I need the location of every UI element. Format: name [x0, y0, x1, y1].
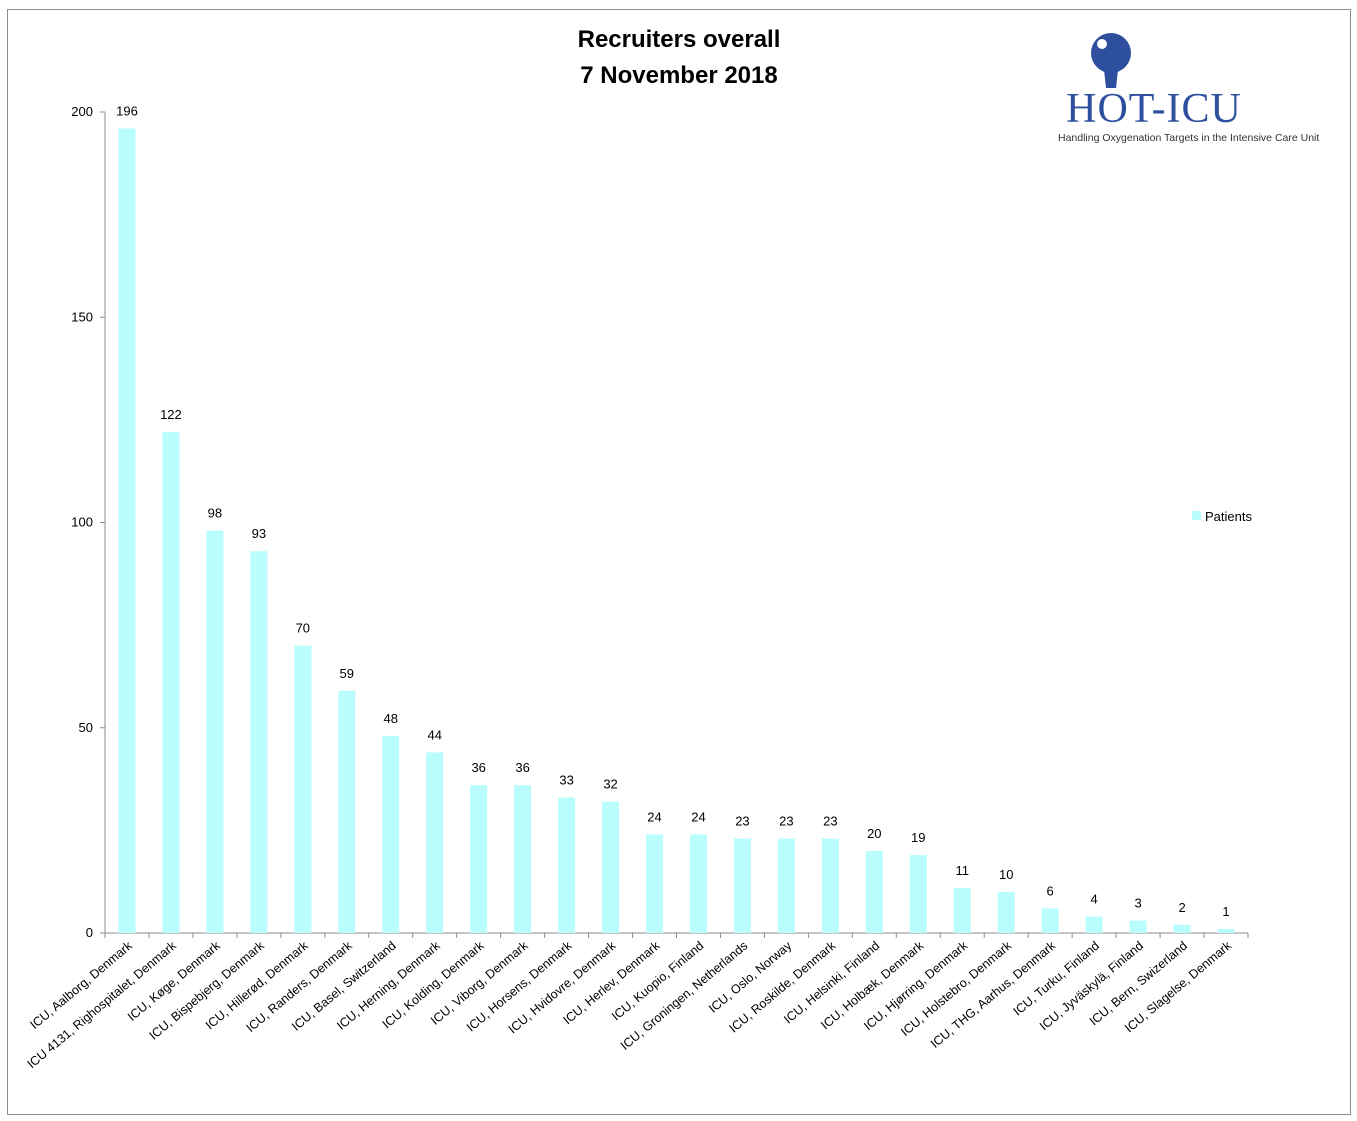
y-tick-label: 50: [79, 720, 93, 735]
data-label: 3: [1134, 896, 1141, 911]
bar: [909, 855, 927, 933]
data-label: 44: [427, 727, 441, 742]
x-ticks: [104, 933, 1249, 938]
data-label: 4: [1091, 892, 1098, 907]
y-tick-label: 150: [71, 309, 93, 324]
bar: [1129, 920, 1147, 933]
bar: [294, 645, 312, 933]
data-label: 23: [779, 814, 793, 829]
bar: [382, 735, 400, 933]
data-label: 2: [1178, 900, 1185, 915]
bar: [821, 838, 839, 933]
bar: [777, 838, 795, 933]
bar: [250, 551, 268, 933]
bar: [118, 128, 136, 934]
data-label: 32: [603, 777, 617, 792]
data-label: 59: [340, 666, 354, 681]
hot-icu-logo: HOT-ICU Handling Oxygenation Targets in …: [1058, 33, 1319, 144]
data-label: 6: [1047, 883, 1054, 898]
chart-title-line-1: Recruiters overall: [578, 26, 781, 53]
data-label: 1: [1222, 904, 1229, 919]
data-label: 24: [691, 809, 705, 824]
data-label: 10: [999, 867, 1013, 882]
data-label: 11: [956, 863, 970, 878]
bar: [426, 752, 444, 933]
data-label: 24: [647, 809, 661, 824]
data-label: 48: [384, 711, 398, 726]
bar: [733, 838, 751, 933]
legend-swatch: [1192, 511, 1201, 520]
data-label: 23: [735, 814, 749, 829]
bar: [865, 850, 883, 933]
bar: [1217, 928, 1235, 933]
data-label: 122: [160, 407, 182, 422]
data-label: 93: [252, 526, 266, 541]
y-tick-label: 0: [86, 925, 93, 940]
chart-title-line-2: 7 November 2018: [580, 62, 777, 89]
bar: [1085, 916, 1103, 933]
bar: [646, 834, 664, 933]
logo-key-icon: [1091, 33, 1131, 88]
legend-label: Patients: [1205, 509, 1252, 524]
bar: [1041, 908, 1059, 933]
bar: [997, 891, 1015, 933]
bar: [1173, 924, 1191, 933]
data-label: 70: [296, 621, 310, 636]
data-label: 36: [515, 760, 529, 775]
legend: Patients: [1192, 509, 1252, 524]
bar: [602, 801, 620, 933]
y-ticks: 0 50 100 150 200: [71, 104, 105, 940]
bar: [162, 432, 180, 933]
logo-subtitle: Handling Oxygenation Targets in the Inte…: [1058, 132, 1319, 144]
bar: [206, 530, 224, 933]
data-label: 23: [823, 814, 837, 829]
bar: [558, 797, 576, 933]
data-label: 19: [911, 830, 925, 845]
logo-wordmark: HOT-ICU: [1066, 86, 1242, 132]
data-label: 196: [116, 103, 138, 118]
chart-frame: [7, 9, 1351, 1115]
y-tick-label: 200: [71, 104, 93, 119]
data-label: 36: [471, 760, 485, 775]
y-tick-label: 100: [71, 515, 93, 530]
bars: [118, 128, 1235, 934]
chart-title: Recruiters overall 7 November 2018: [578, 26, 781, 89]
bar: [514, 785, 532, 933]
data-label: 33: [559, 773, 573, 788]
bar: [689, 834, 707, 933]
bar: [953, 887, 971, 933]
bar: [470, 785, 488, 933]
bar: [338, 690, 356, 933]
data-label: 98: [208, 506, 222, 521]
data-label: 20: [867, 826, 881, 841]
